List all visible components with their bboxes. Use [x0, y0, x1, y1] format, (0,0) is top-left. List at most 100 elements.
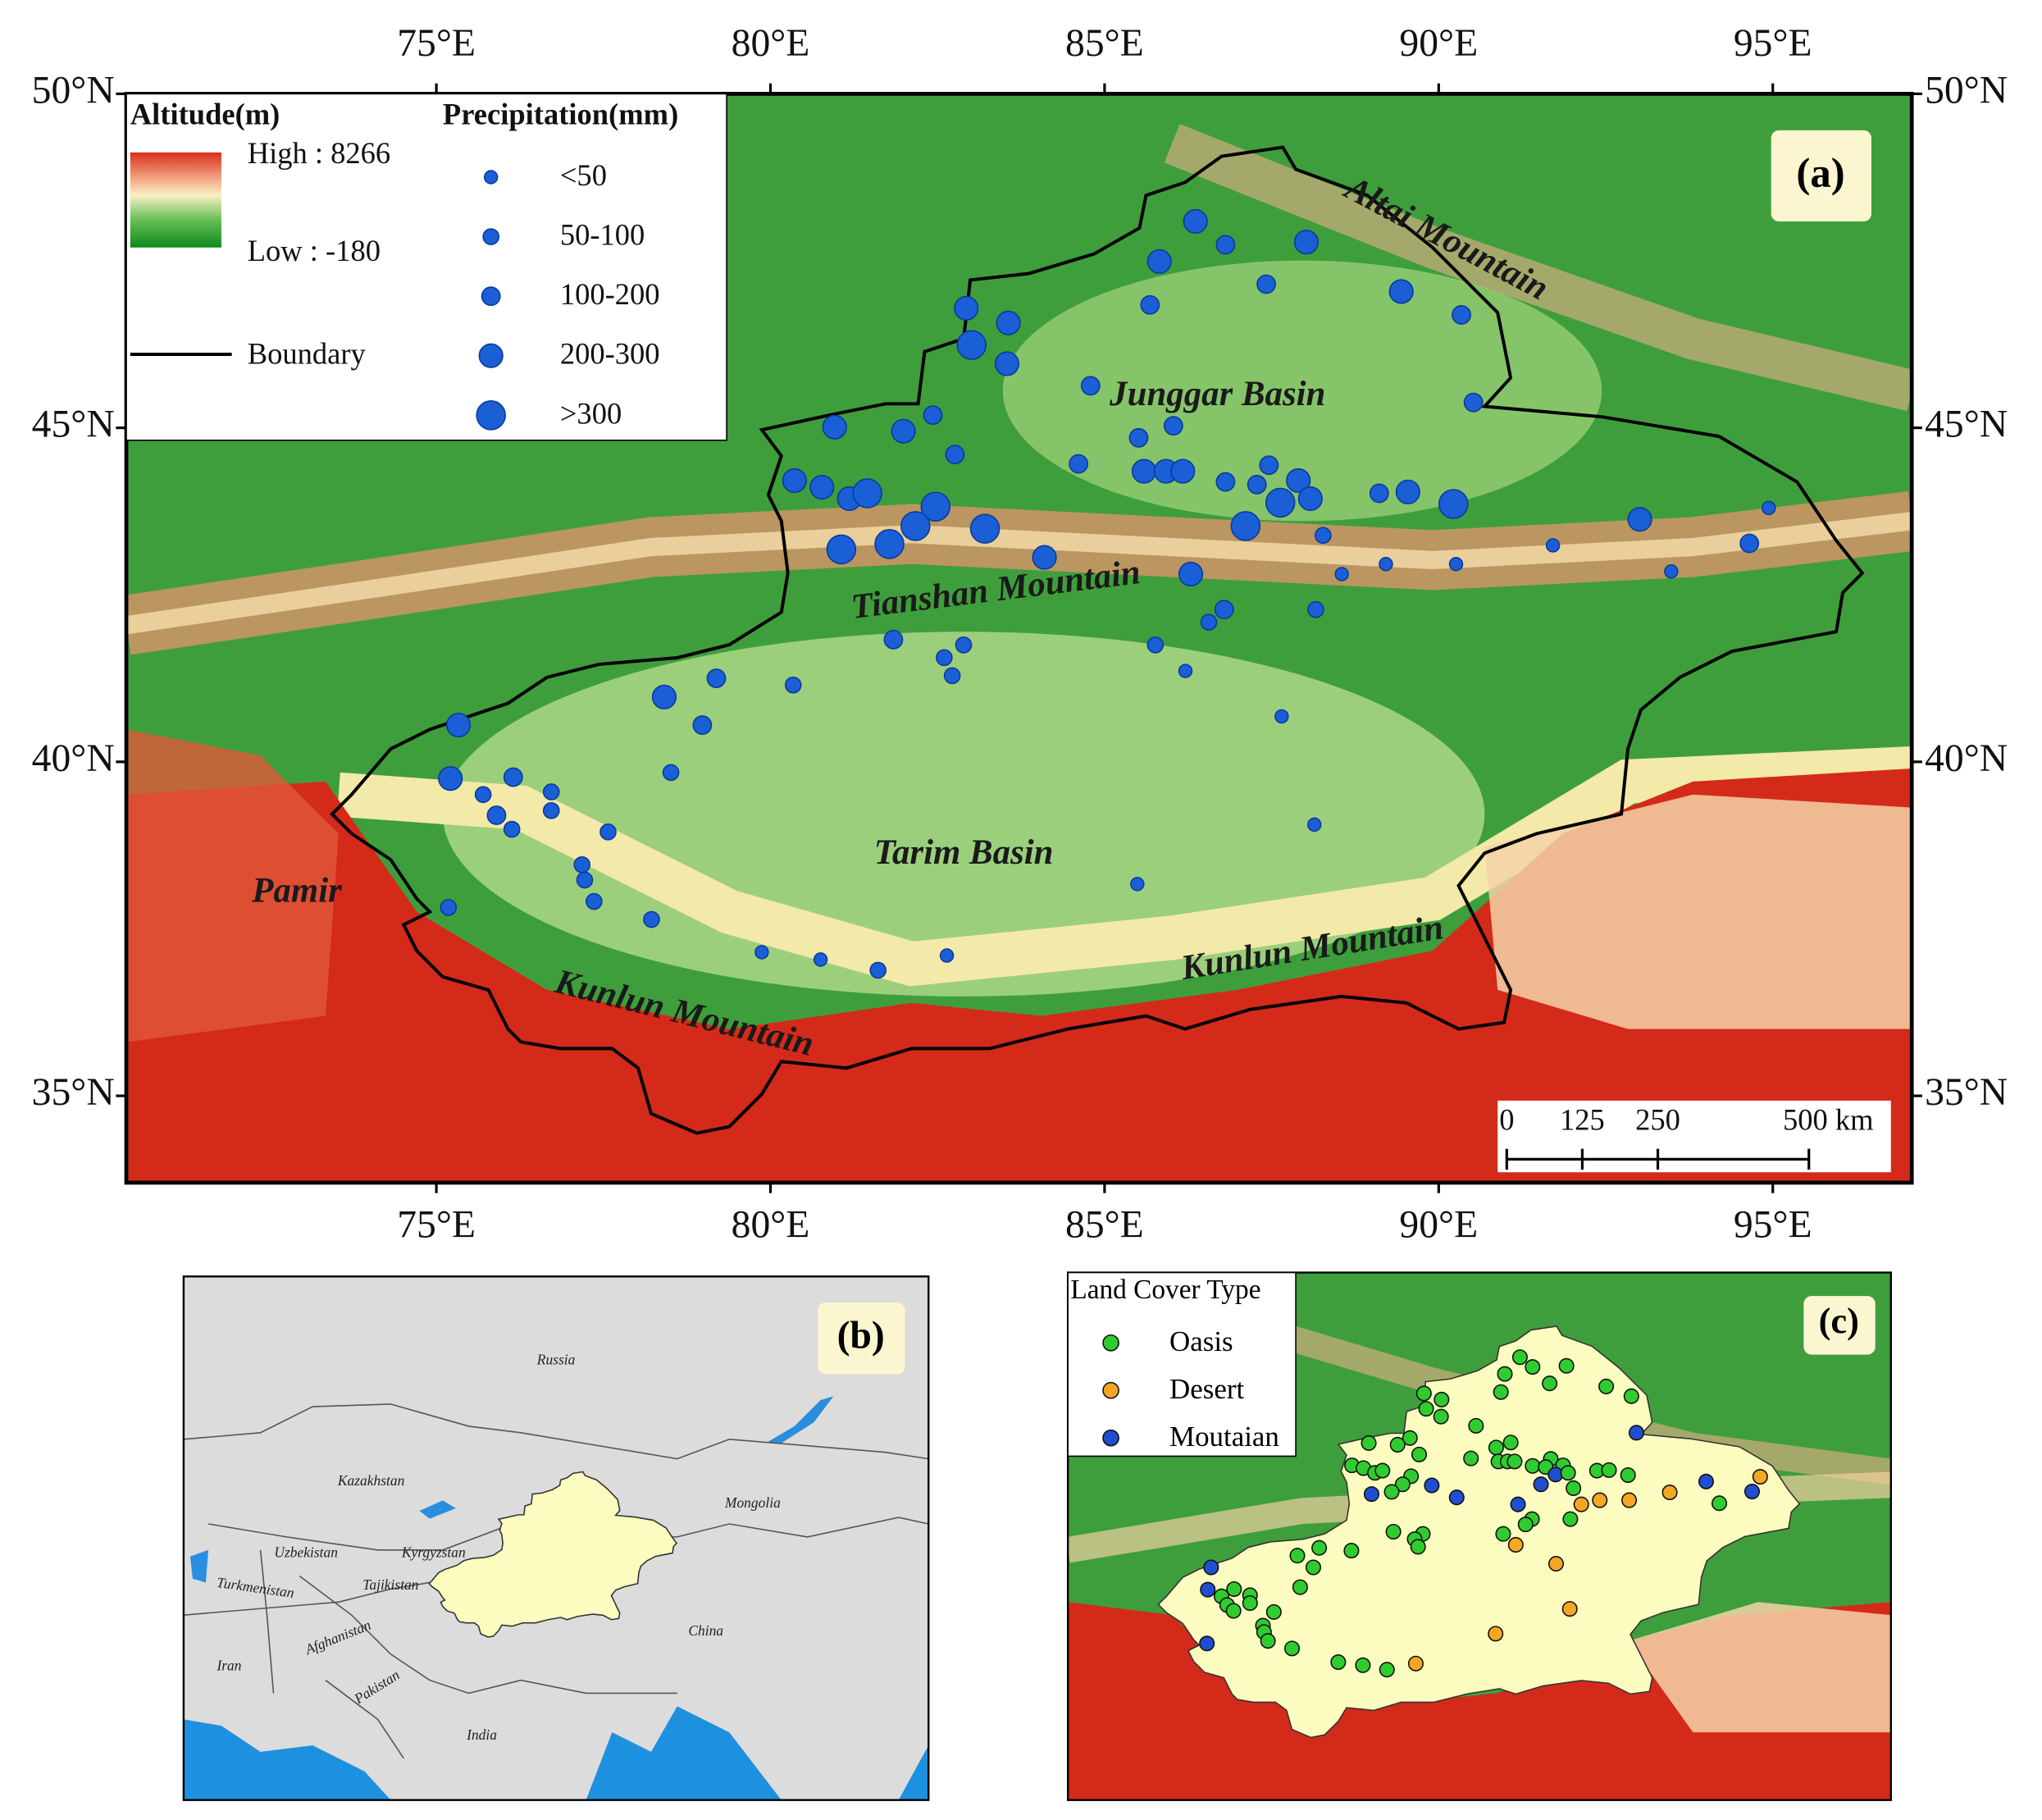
station-cover: [1363, 1486, 1380, 1503]
station: [809, 475, 835, 500]
altitude-ramp: [130, 152, 221, 248]
legend-label: <50: [560, 158, 607, 192]
station-cover: [1601, 1462, 1617, 1478]
station: [1334, 567, 1349, 582]
station-cover: [1330, 1654, 1347, 1671]
station-cover: [1433, 1408, 1449, 1425]
country-label: Uzbekistan: [274, 1544, 338, 1561]
station: [1230, 511, 1261, 541]
legend-box: [1067, 1271, 1297, 1457]
station-cover: [1517, 1517, 1534, 1533]
station-cover: [1558, 1357, 1575, 1374]
station: [542, 801, 560, 819]
station: [1545, 538, 1561, 553]
legend-label: Low : -180: [248, 234, 381, 267]
x-tick-label: 80°E: [732, 1203, 810, 1246]
station: [486, 805, 507, 825]
station: [1315, 527, 1332, 545]
station: [1448, 557, 1464, 572]
xinjiang: [428, 1471, 678, 1638]
station: [1178, 664, 1193, 678]
station: [1215, 472, 1236, 492]
station: [869, 961, 887, 979]
station: [576, 871, 594, 889]
station-cover: [1434, 1391, 1450, 1407]
legend-label: High : 8266: [248, 136, 390, 170]
legend-label: 100-200: [560, 277, 660, 311]
station-cover: [1260, 1633, 1276, 1649]
station-cover: [1525, 1359, 1541, 1375]
legend-label: Moutaian: [1169, 1421, 1279, 1453]
country-label: Tajikistan: [362, 1576, 418, 1593]
station-cover: [1355, 1657, 1371, 1673]
station: [440, 899, 458, 916]
station-cover: [1743, 1484, 1761, 1500]
station: [1379, 557, 1393, 572]
legend-title: Land Cover Type: [1070, 1275, 1260, 1305]
station: [923, 405, 943, 426]
station: [503, 820, 521, 838]
station-cover: [1573, 1496, 1589, 1512]
station-cover: [1712, 1495, 1728, 1512]
country-label: Kyrgyzstan: [401, 1544, 466, 1561]
station: [822, 414, 847, 440]
panel-label: (a): [1796, 150, 1844, 196]
station-cover: [1547, 1556, 1565, 1572]
y-tick-label: 35°N: [32, 1071, 115, 1114]
station: [586, 892, 603, 910]
station: [956, 330, 987, 360]
station: [503, 767, 523, 787]
legend-label: 200-300: [560, 337, 660, 371]
station: [813, 952, 828, 967]
station-cover: [1415, 1385, 1432, 1402]
station: [643, 910, 660, 928]
station-cover: [1661, 1485, 1678, 1501]
station: [1274, 709, 1289, 724]
station: [1369, 483, 1389, 504]
station: [1170, 458, 1196, 484]
station: [692, 715, 713, 735]
station: [1178, 561, 1204, 587]
station-cover: [1502, 1435, 1519, 1451]
station: [1265, 487, 1296, 518]
station: [943, 667, 961, 685]
station: [826, 534, 857, 565]
station: [900, 511, 931, 541]
station: [874, 529, 905, 559]
station-cover: [1226, 1581, 1242, 1598]
station-cover: [1410, 1539, 1426, 1555]
x-tick-label: 85°E: [1065, 1203, 1144, 1246]
panel-label-box: [818, 1302, 905, 1375]
country-label: Mongolia: [724, 1494, 781, 1511]
station: [996, 310, 1021, 335]
station-cover: [1411, 1446, 1428, 1462]
legend-label: Desert: [1169, 1373, 1244, 1405]
station: [1069, 454, 1089, 474]
scale-label: 250: [1635, 1102, 1680, 1136]
annotation: Junggar Basin: [1109, 375, 1325, 413]
scale-label: 500 km: [1783, 1102, 1874, 1136]
station: [994, 351, 1020, 376]
country-label: China: [688, 1622, 723, 1639]
station-cover: [1493, 1384, 1509, 1400]
legend-box: [125, 93, 727, 441]
station-cover: [1374, 1462, 1391, 1479]
station: [883, 629, 904, 650]
station: [1130, 877, 1145, 892]
station-cover: [1200, 1581, 1216, 1598]
station: [599, 823, 617, 841]
station-cover: [1418, 1401, 1434, 1417]
station: [1307, 600, 1324, 618]
y-tick-label: 35°N: [1925, 1071, 2008, 1114]
station: [1214, 600, 1234, 620]
station: [969, 513, 1000, 544]
x-tick-label: 95°E: [1734, 1203, 1812, 1246]
station-cover: [1562, 1511, 1579, 1527]
station: [1215, 235, 1236, 255]
station: [955, 636, 973, 654]
station: [1131, 458, 1157, 484]
station-cover: [1289, 1548, 1306, 1564]
station: [1463, 392, 1484, 413]
station: [1395, 479, 1420, 504]
